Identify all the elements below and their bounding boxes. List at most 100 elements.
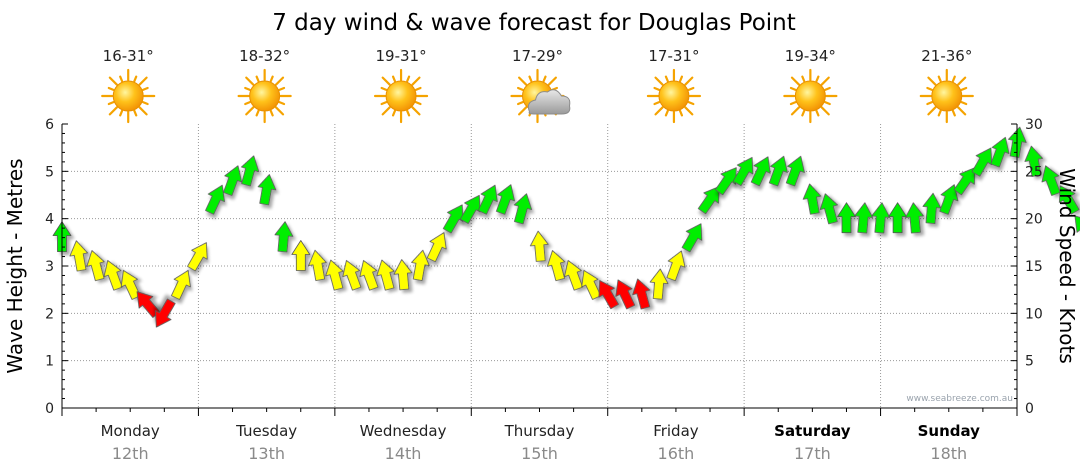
temperature-range: 18-32°: [239, 47, 290, 65]
wind-arrow: [155, 298, 176, 328]
wind-arrow: [171, 269, 191, 300]
temperature-range: 16-31°: [103, 47, 154, 65]
wind-arrow: [359, 260, 379, 291]
left-tick-label: 0: [45, 401, 54, 417]
wind-arrow: [837, 202, 856, 234]
day-label: Friday: [653, 422, 699, 440]
wind-arrow: [205, 184, 225, 215]
right-tick-label: 10: [1025, 306, 1043, 322]
day-label: Wednesday: [360, 422, 447, 440]
wind-arrow: [681, 223, 703, 253]
wind-arrow: [411, 249, 430, 281]
date-label: 17th: [794, 444, 831, 463]
wind-arrow: [426, 232, 447, 263]
wind-arrow: [990, 136, 1010, 168]
wind-arrow: [187, 242, 208, 272]
wind-arrow: [581, 269, 602, 300]
wind-arrow: [442, 204, 464, 234]
temperature-range: 17-29°: [512, 47, 563, 65]
wind-arrow: [308, 249, 327, 281]
day-label: Tuesday: [235, 422, 297, 440]
wind-arrow: [750, 156, 771, 187]
sun-icon: [237, 68, 292, 124]
wind-arrow: [513, 193, 533, 225]
right-tick-label: 15: [1025, 259, 1043, 275]
wind-arrow: [223, 165, 243, 196]
wind-arrow: [342, 260, 362, 291]
wind-arrow: [529, 230, 549, 262]
date-label: 13th: [248, 444, 285, 463]
day-label: Saturday: [774, 422, 851, 440]
day-label: Thursday: [504, 422, 575, 440]
wind-arrow: [564, 260, 584, 291]
wind-arrow: [953, 167, 976, 196]
right-tick-label: 25: [1025, 164, 1043, 180]
credit-label: www.seabreeze.com.au: [906, 394, 1013, 404]
wind-arrow: [714, 167, 737, 196]
wind-arrow: [477, 184, 498, 215]
wind-arrow: [905, 202, 924, 234]
date-label: 15th: [521, 444, 558, 463]
day-label: Monday: [101, 422, 160, 440]
wind-arrow: [69, 240, 89, 272]
daily-weather-row: 16-31° 18-32° 19-31° 17-29° 17-31° 19-34° 21-3…: [101, 47, 974, 124]
wind-arrow: [922, 192, 942, 224]
wind-arrow: [871, 202, 891, 234]
sun-icon: [919, 68, 974, 124]
date-label: 14th: [385, 444, 422, 463]
sun-icon: [373, 68, 429, 124]
right-tick-label: 20: [1025, 212, 1043, 228]
wind-arrow: [649, 268, 669, 300]
wind-arrow: [785, 155, 805, 187]
wind-arrow: [939, 184, 959, 215]
wind-arrow: [1074, 215, 1080, 243]
sun-cloud-icon: [510, 68, 571, 124]
wind-arrow: [819, 193, 838, 225]
wind-arrow: [802, 183, 822, 215]
left-tick-label: 3: [45, 259, 54, 275]
wind-arrow: [666, 250, 686, 282]
temperature-range: 21-36°: [921, 47, 972, 65]
right-tick-label: 5: [1025, 354, 1034, 370]
wind-arrows: [52, 126, 1080, 328]
wind-arrow: [768, 155, 788, 187]
left-tick-label: 6: [45, 117, 54, 133]
wind-arrow: [86, 250, 105, 282]
wind-arrow: [376, 259, 395, 291]
wind-arrow: [632, 278, 651, 310]
wind-arrow: [1041, 165, 1061, 196]
left-tick-label: 1: [45, 354, 54, 370]
sun-icon: [646, 68, 702, 124]
wind-arrow: [854, 202, 874, 234]
wind-arrow: [1024, 145, 1044, 177]
wind-arrow: [598, 280, 619, 310]
right-tick-label: 30: [1025, 117, 1043, 133]
wind-arrow: [274, 221, 294, 253]
wind-arrow: [615, 279, 636, 310]
day-label: Sunday: [918, 422, 981, 440]
temperature-range: 19-31°: [376, 47, 427, 65]
wind-arrow: [325, 259, 344, 291]
right-axis-title: Wind Speed - Knots: [1055, 168, 1079, 364]
axes: 0 1 2 3 4 5 6 0 5 10 15 20 25 30 Monday 12th Tuesday 13th…: [45, 117, 1043, 463]
wind-arrow: [460, 194, 481, 224]
wind-arrow: [241, 155, 260, 187]
wind-arrow: [697, 186, 720, 215]
chart-title: 7 day wind & wave forecast for Douglas P…: [272, 10, 796, 36]
temperature-range: 19-34°: [785, 47, 836, 65]
right-tick-label: 0: [1025, 401, 1034, 417]
wind-arrow: [1059, 185, 1080, 215]
wind-arrow: [120, 269, 141, 300]
left-axis-title: Wave Height - Metres: [3, 158, 27, 373]
temperature-range: 17-31°: [648, 47, 699, 65]
wind-arrow: [393, 259, 413, 291]
left-tick-label: 5: [45, 164, 54, 180]
wind-arrow: [495, 184, 515, 215]
left-tick-label: 2: [45, 306, 54, 322]
wind-arrow: [291, 240, 311, 271]
wind-arrow: [257, 174, 277, 206]
left-tick-label: 4: [45, 212, 54, 228]
wind-arrow: [546, 250, 566, 282]
wind-arrow: [732, 157, 754, 187]
